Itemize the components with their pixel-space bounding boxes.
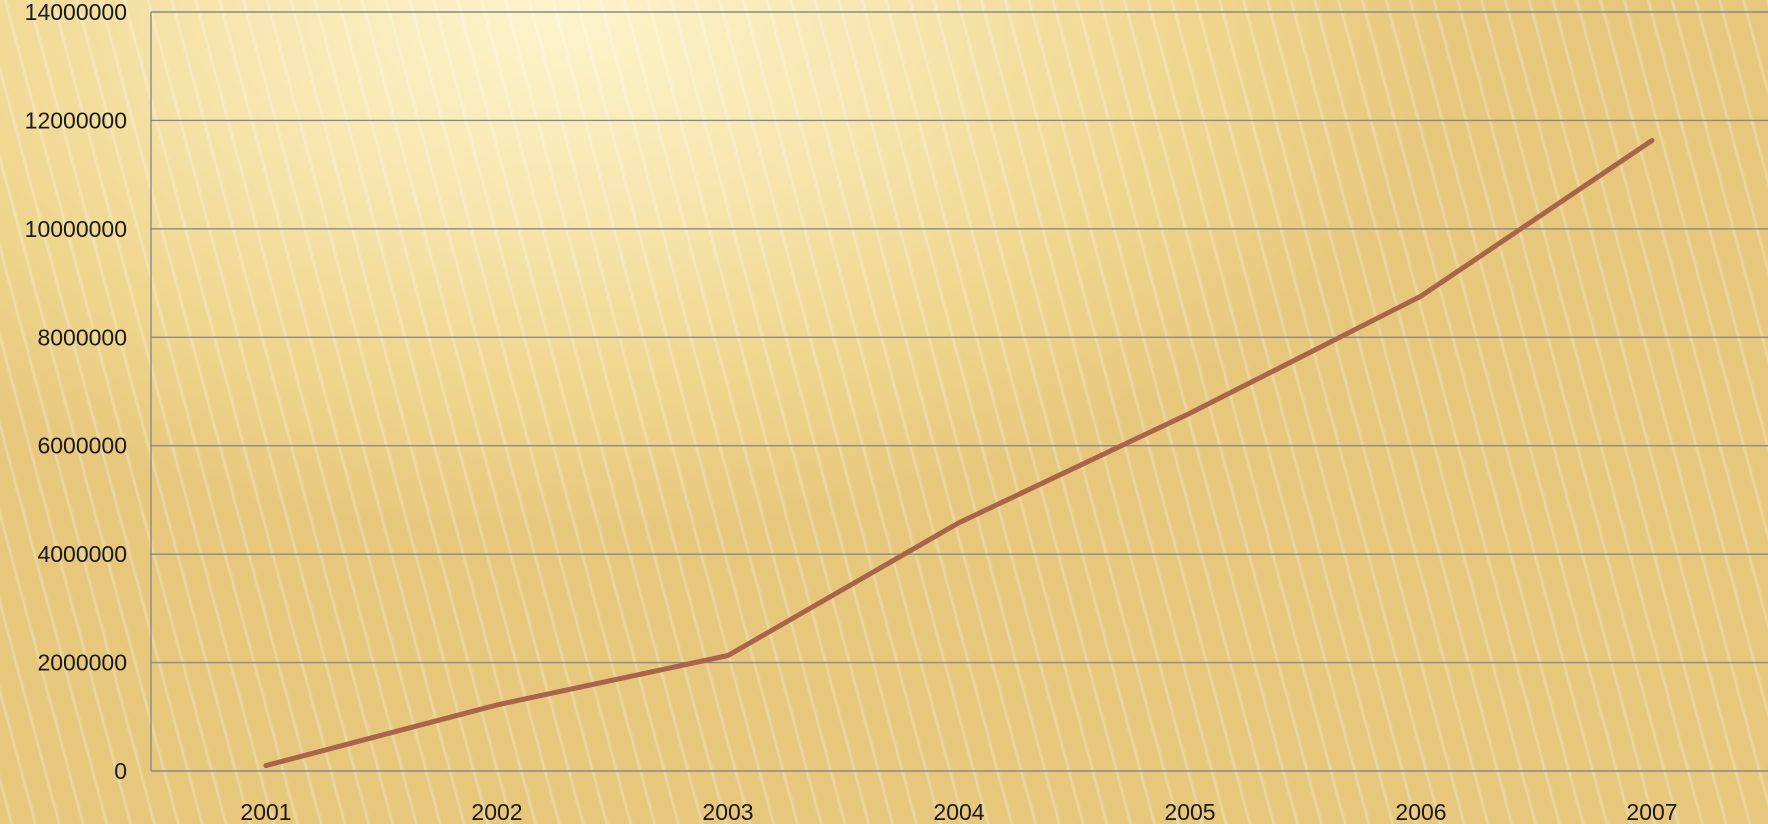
x-tick-label: 2007 bbox=[1626, 799, 1677, 824]
y-tick-label: 8000000 bbox=[37, 324, 127, 350]
x-tick-label: 2003 bbox=[702, 799, 753, 824]
y-tick-label: 14000000 bbox=[25, 0, 127, 25]
x-tick-label: 2002 bbox=[471, 799, 522, 824]
x-tick-label: 2004 bbox=[933, 799, 984, 824]
y-tick-label: 6000000 bbox=[37, 433, 127, 459]
x-tick-label: 2001 bbox=[240, 799, 291, 824]
series-group bbox=[263, 138, 1655, 769]
series-line bbox=[263, 138, 1655, 769]
x-axis-ticks: 2001 2002 2003 2004 2005 2006 2007 bbox=[240, 799, 1677, 824]
y-tick-label: 12000000 bbox=[25, 107, 127, 133]
y-tick-label: 0 bbox=[114, 758, 127, 784]
y-tick-label: 2000000 bbox=[37, 650, 127, 676]
x-tick-label: 2005 bbox=[1164, 799, 1215, 824]
y-axis-ticks: 0 2000000 4000000 6000000 8000000 10000000 120… bbox=[25, 0, 127, 784]
y-tick-label: 10000000 bbox=[25, 216, 127, 242]
y-tick-label: 4000000 bbox=[37, 541, 127, 567]
gridlines bbox=[151, 11, 1768, 664]
x-tick-label: 2006 bbox=[1395, 799, 1446, 824]
